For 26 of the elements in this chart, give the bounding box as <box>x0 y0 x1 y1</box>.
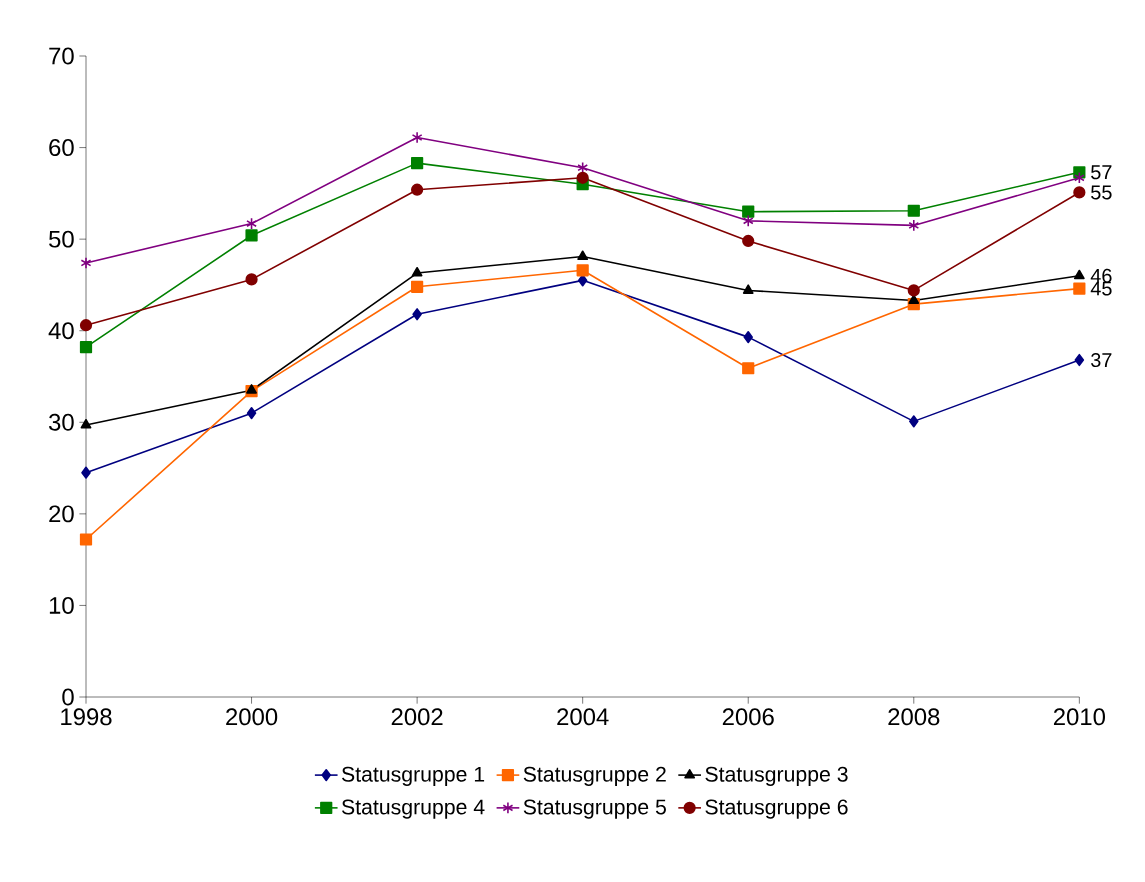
y-tick-label: 30 <box>48 413 74 431</box>
data-label: 57 <box>1091 165 1112 180</box>
legend-label: Statusgruppe 1 <box>341 766 485 786</box>
y-tick-label: 10 <box>49 596 74 614</box>
legend-label: Statusgruppe 5 <box>523 799 666 819</box>
legend-label: Statusgruppe 4 <box>341 799 485 819</box>
x-tick-label: 2002 <box>391 708 443 726</box>
y-tick-label: 60 <box>49 139 74 157</box>
y-tick-label: 40 <box>48 322 74 340</box>
y-tick-label: 70 <box>49 47 74 65</box>
x-tick-label: 2008 <box>888 708 940 726</box>
legend-label: Statusgruppe 3 <box>705 766 848 786</box>
legend-label: Statusgruppe 2 <box>523 766 666 786</box>
data-label: 37 <box>1091 352 1112 368</box>
data-label: 55 <box>1091 185 1112 200</box>
data-label: 45 <box>1090 281 1112 296</box>
legend-label: Statusgruppe 6 <box>705 799 848 819</box>
x-tick-label: 2006 <box>722 708 774 726</box>
y-tick-label: 50 <box>49 230 74 248</box>
x-tick-label: 1998 <box>61 708 112 726</box>
x-tick-label: 2010 <box>1053 708 1106 726</box>
y-tick-label: 20 <box>49 505 74 523</box>
y-tick-label: 0 <box>62 688 74 706</box>
x-tick-label: 2000 <box>226 708 278 726</box>
x-tick-label: 2004 <box>557 708 609 726</box>
data-label: 46 <box>1090 268 1112 283</box>
